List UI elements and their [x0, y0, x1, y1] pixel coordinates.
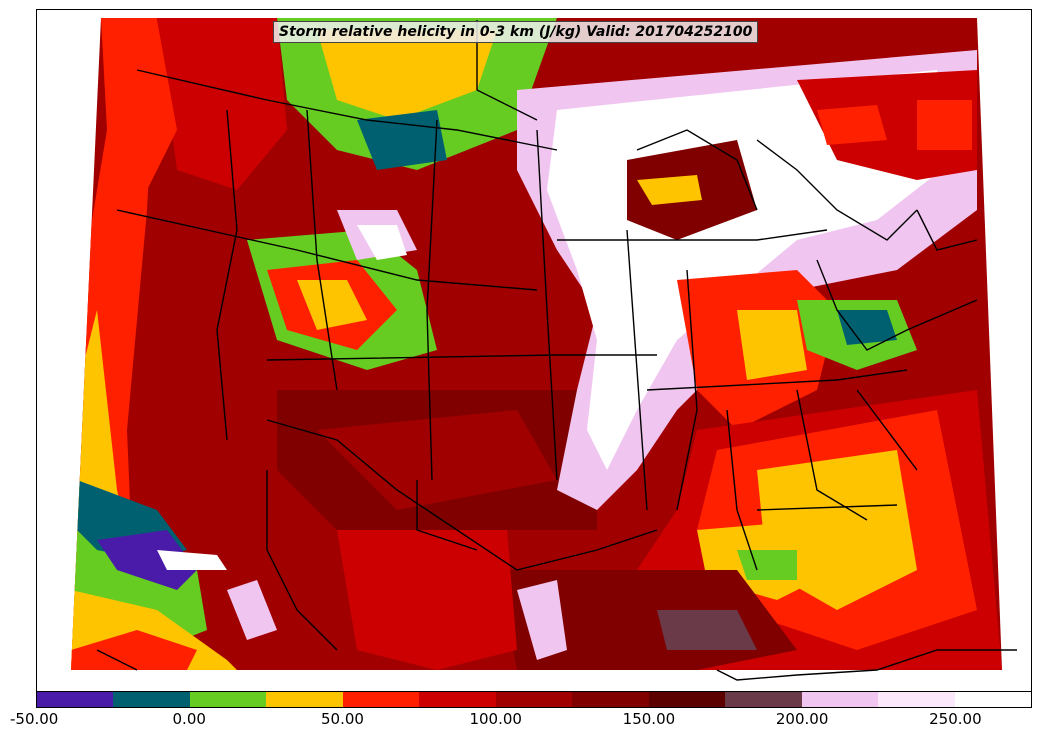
field-region [157, 550, 227, 570]
boundary-line [476, 20, 538, 121]
boundary-line [136, 69, 558, 151]
colorbar-tick-label: 0.00 [172, 710, 206, 728]
colorbar-tick-label: 100.00 [469, 710, 522, 728]
colorbar-segment [495, 692, 573, 707]
field-region [797, 70, 977, 180]
colorbar-segment [342, 692, 420, 707]
boundary-lines [96, 20, 1017, 681]
field-region [337, 530, 517, 670]
colorbar-tick-label: 150.00 [622, 710, 676, 728]
field-region [737, 550, 797, 580]
boundary-line [626, 229, 648, 511]
field-region [637, 175, 702, 205]
boundary-line [716, 649, 1017, 681]
colorbar-segment [189, 692, 267, 707]
boundary-line [416, 480, 478, 551]
boundary-line [266, 354, 657, 361]
boundary-line [266, 419, 658, 571]
boundary-line [426, 119, 438, 481]
map-frame: Storm relative helicity in 0-3 km (J/kg)… [36, 9, 1032, 692]
boundary-line [646, 369, 908, 391]
boundary-line [116, 209, 538, 291]
colorbar-segment [113, 692, 190, 707]
boundary-line [216, 109, 238, 441]
boundary-line [856, 389, 918, 471]
boundary-line [636, 129, 758, 211]
colorbar-segment [37, 692, 114, 707]
boundary-line [756, 139, 918, 241]
helicity-field [71, 18, 1002, 670]
boundary-line [266, 470, 338, 651]
field-region [297, 280, 367, 330]
colorbar-tick-label: 50.00 [320, 710, 364, 728]
field-region [317, 30, 497, 120]
colorbar-segment [572, 692, 649, 707]
colorbar-tick-label: 200.00 [775, 710, 829, 728]
boundary-line [726, 409, 758, 571]
colorbar-segment [801, 692, 879, 707]
colorbar-segment [266, 692, 343, 707]
boundary-line [756, 504, 898, 511]
boundary-line [306, 109, 338, 391]
field-region [737, 310, 807, 380]
colorbar-tick-labels: -50.00 0.00 50.00 100.00 150.00 200.00 250.00 [0, 710, 1044, 734]
field-region [97, 530, 197, 590]
boundary-line [816, 259, 978, 351]
map-title: Storm relative helicity in 0-3 km (J/kg)… [273, 21, 759, 43]
field-region [917, 100, 972, 150]
boundary-line [557, 229, 828, 241]
field-region [837, 310, 897, 345]
field-region [227, 580, 277, 640]
field-region [357, 110, 447, 170]
field-region [657, 610, 757, 650]
colorbar [36, 691, 1032, 708]
field-region [317, 410, 557, 510]
colorbar-tick-label: 250.00 [929, 710, 982, 728]
colorbar-segment [725, 692, 802, 707]
boundary-line [536, 129, 558, 481]
boundary-line [676, 269, 698, 511]
boundary-line [796, 389, 868, 521]
boundary-line [96, 649, 138, 671]
boundary-line [916, 209, 978, 251]
helicity-map [71, 18, 1017, 681]
field-region [517, 580, 567, 660]
colorbar-segment [878, 692, 955, 707]
field-region [817, 105, 887, 145]
field-region [71, 630, 197, 670]
colorbar-segment [419, 692, 496, 707]
colorbar-segment [954, 692, 1032, 707]
colorbar-tick-label: -50.00 [10, 710, 59, 728]
colorbar-segment [648, 692, 726, 707]
field-region [107, 20, 177, 210]
field-region [157, 18, 287, 190]
field-region [357, 225, 407, 260]
